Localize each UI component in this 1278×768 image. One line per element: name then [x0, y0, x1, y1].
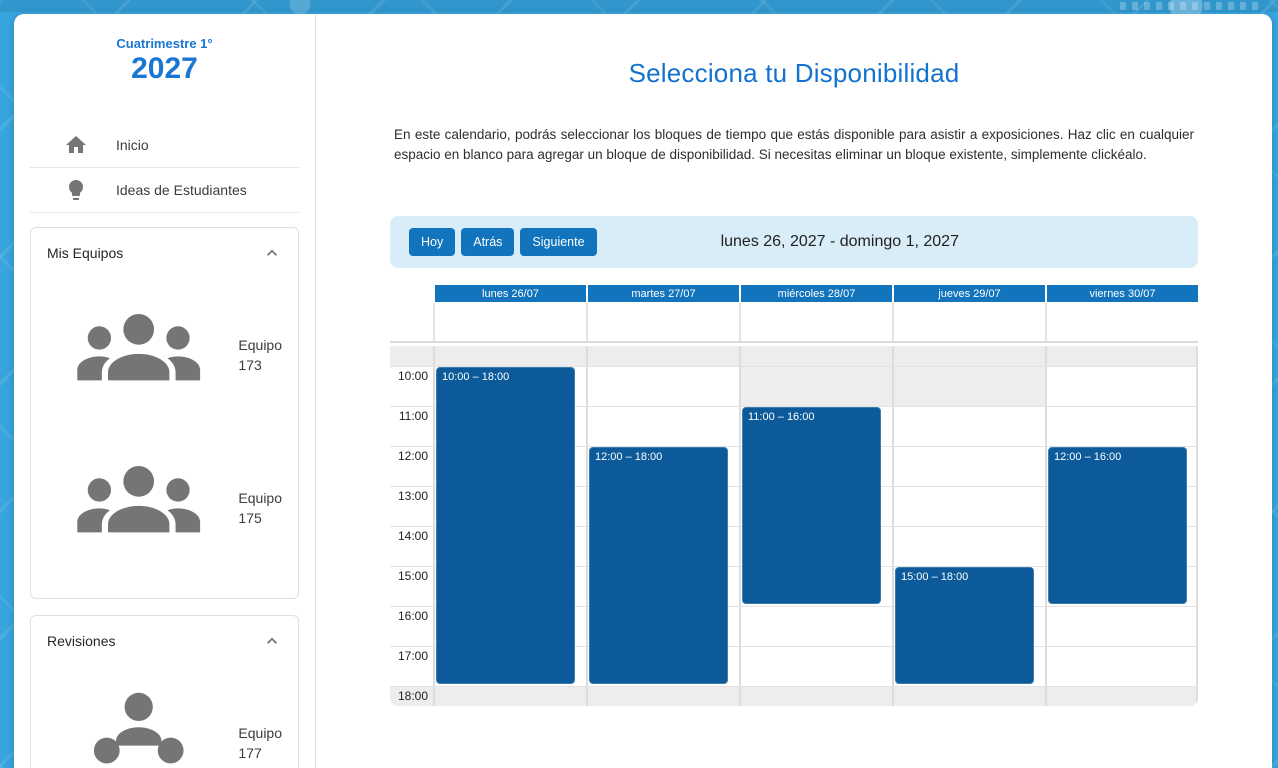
semester-header: Cuatrimestre 1° 2027: [14, 36, 315, 85]
main-content: Selecciona tu Disponibilidad En este cal…: [316, 14, 1272, 768]
sidebar-nav: Inicio Ideas de Estudiantes: [14, 123, 315, 213]
section-title: Mis Equipos: [47, 245, 124, 261]
groups-icon: [65, 279, 212, 431]
day-header: lunes 26/07: [435, 285, 586, 302]
hour-line: [390, 606, 1198, 607]
sidebar-item-label: Inicio: [116, 137, 149, 153]
chevron-up-icon[interactable]: [262, 243, 282, 263]
sidebar-item-equipo-173[interactable]: Equipo 173: [47, 279, 282, 431]
groups-icon: [65, 667, 212, 768]
all-day-cell[interactable]: [586, 303, 739, 341]
hour-line: [390, 686, 1198, 687]
semester-year: 2027: [131, 52, 198, 85]
time-label: 10:00: [397, 369, 428, 383]
section-header-mis-equipos[interactable]: Mis Equipos: [31, 228, 298, 275]
sidebar: Cuatrimestre 1° 2027 Inicio Ideas de Est…: [14, 14, 316, 768]
availability-event[interactable]: 11:00 – 16:00: [742, 407, 881, 604]
lightbulb-icon: [64, 178, 88, 202]
section-header-revisiones[interactable]: Revisiones: [31, 616, 298, 663]
time-label: 11:00: [398, 409, 428, 423]
event-time-label: 15:00 – 18:00: [901, 571, 969, 583]
all-day-cell[interactable]: [1045, 303, 1198, 341]
day-header: miércoles 28/07: [741, 285, 892, 302]
availability-calendar: Hoy Atrás Siguiente lunes 26, 2027 - dom…: [390, 216, 1198, 706]
non-business-band: [390, 686, 1198, 706]
page-title: Selecciona tu Disponibilidad: [628, 58, 960, 88]
event-time-label: 12:00 – 16:00: [1054, 451, 1122, 463]
time-label: 13:00: [397, 489, 428, 503]
section-items: Equipo 177: [31, 663, 298, 768]
chevron-up-icon[interactable]: [262, 631, 282, 651]
home-icon: [64, 133, 88, 157]
all-day-cell[interactable]: [433, 303, 586, 341]
availability-event[interactable]: 12:00 – 18:00: [589, 447, 728, 684]
day-header: jueves 29/07: [894, 285, 1045, 302]
page-description: En este calendario, podrás seleccionar l…: [394, 127, 1194, 162]
time-label: 16:00: [397, 609, 428, 623]
time-grid: 10:00 11:00 12:00 13:00 14:00 15:00 16:0…: [390, 346, 1198, 706]
event-time-label: 10:00 – 18:00: [442, 371, 510, 383]
all-day-cell[interactable]: [739, 303, 892, 341]
semester-label: Cuatrimestre 1°: [116, 36, 213, 51]
availability-event[interactable]: 10:00 – 18:00: [436, 367, 575, 684]
sidebar-item-ideas[interactable]: Ideas de Estudiantes: [30, 168, 299, 213]
all-day-cell[interactable]: [892, 303, 1045, 341]
all-day-row: [390, 303, 1198, 343]
section-title: Revisiones: [47, 632, 116, 649]
calendar-nav-buttons: Hoy Atrás Siguiente: [409, 228, 597, 256]
section-revisiones: Revisiones Equipo 177: [30, 614, 299, 768]
day-header: martes 27/07: [588, 285, 739, 302]
today-button[interactable]: Hoy: [409, 228, 456, 256]
sidebar-item-equipo-177[interactable]: Equipo 177: [47, 667, 282, 768]
hour-line: [390, 366, 1198, 367]
sidebar-item-label: Ideas de Estudiantes: [116, 182, 247, 198]
non-business-band: [892, 366, 1045, 406]
day-header: viernes 30/07: [1047, 285, 1198, 302]
back-button[interactable]: Atrás: [461, 228, 515, 256]
event-time-label: 12:00 – 18:00: [595, 451, 663, 463]
calendar-toolbar: Hoy Atrás Siguiente lunes 26, 2027 - dom…: [390, 216, 1198, 268]
sidebar-item-equipo-175[interactable]: Equipo 175: [47, 431, 282, 583]
hour-line: [390, 406, 1198, 407]
availability-event[interactable]: 15:00 – 18:00: [895, 567, 1034, 684]
event-time-label: 11:00 – 16:00: [748, 411, 815, 423]
time-label: 18:00: [397, 689, 428, 703]
hour-line: [390, 646, 1198, 647]
availability-event[interactable]: 12:00 – 16:00: [1048, 447, 1187, 604]
time-label: 12:00: [397, 449, 428, 463]
calendar-title: lunes 26, 2027 - domingo 1, 2027: [720, 233, 959, 250]
axis-header-cell: [390, 285, 433, 302]
all-day-axis-cell: [390, 303, 433, 341]
day-header-row: lunes 26/07 martes 27/07 miércoles 28/07…: [390, 285, 1198, 302]
time-label: 17:00: [397, 649, 428, 663]
next-button[interactable]: Siguiente: [520, 228, 597, 256]
calendar-grid: lunes 26/07 martes 27/07 miércoles 28/07…: [390, 285, 1198, 706]
time-label: 14:00: [397, 529, 428, 543]
sidebar-item-label: Equipo 175: [238, 489, 282, 526]
sidebar-item-inicio[interactable]: Inicio: [30, 123, 299, 168]
sidebar-item-label: Equipo 177: [238, 725, 282, 762]
app-window: Cuatrimestre 1° 2027 Inicio Ideas de Est…: [14, 14, 1272, 768]
non-business-band: [390, 346, 1198, 366]
groups-icon: [65, 431, 212, 583]
section-mis-equipos: Mis Equipos Equipo 173 Equipo 175: [30, 227, 299, 599]
section-items: Equipo 173 Equipo 175: [31, 275, 298, 584]
sidebar-item-label: Equipo 173: [238, 337, 282, 374]
time-label: 15:00: [397, 569, 428, 583]
non-business-band: [739, 366, 892, 406]
